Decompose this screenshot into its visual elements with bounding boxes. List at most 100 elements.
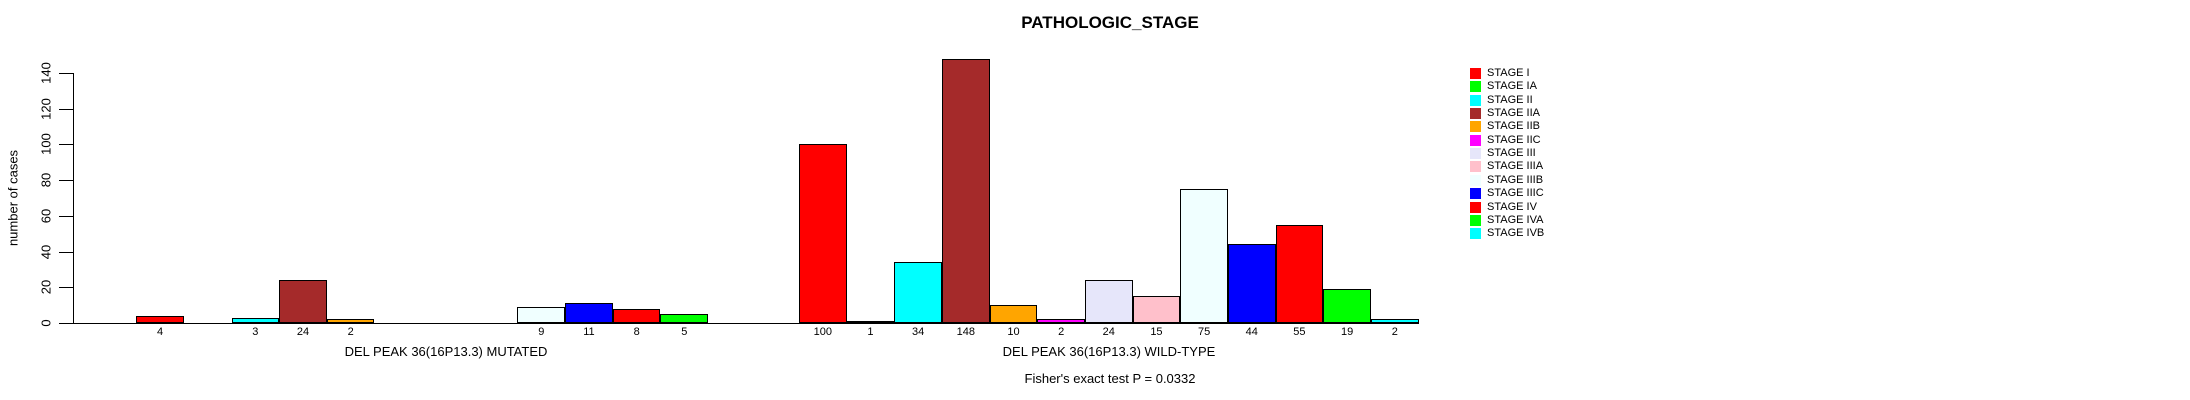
y-axis-tick-label: 40 [38,244,54,259]
legend-item-stage-ivb: STAGE IVB [1470,227,1544,240]
y-axis-tick [59,144,73,146]
bar-count-label: 1 [867,326,874,338]
legend-swatch [1470,94,1481,106]
bar-count-label: 9 [538,326,545,338]
bar-count-label: 44 [1245,326,1258,338]
legend-label: STAGE IVB [1487,227,1545,240]
legend-item-stage-iiic: STAGE IIIC [1470,187,1544,200]
bar-stage-iiic [1227,244,1276,323]
bar-stage-iv [612,308,661,323]
legend-item-stage-iv: STAGE IV [1470,201,1537,214]
legend-swatch [1470,121,1481,133]
y-axis-tick [59,73,73,74]
bar-count-label: 11 [583,326,595,338]
legend-swatch [1470,134,1481,146]
y-axis-tick [59,287,73,289]
legend-item-stage-iib: STAGE IIB [1470,120,1540,133]
bar-stage-iic [1037,319,1085,323]
chart-title: PATHOLOGIC_STAGE [1021,13,1199,32]
bar-stage-iva [1323,289,1371,323]
legend-label: STAGE IIC [1487,133,1541,146]
y-axis-tick [59,108,73,110]
legend-swatch [1470,81,1481,93]
bar-stage-iv [1275,224,1324,323]
y-axis-tick [59,323,73,324]
bar-count-label: 55 [1293,326,1306,338]
legend-label: STAGE IIB [1487,120,1540,133]
legend-label: STAGE IV [1487,200,1537,213]
y-axis-tick-label: 0 [38,319,54,327]
legend-label: STAGE IIIC [1487,187,1544,200]
bar-stage-iiib [1180,189,1228,323]
bar-count-label: 2 [1058,326,1065,338]
bar-stage-iva [660,314,709,323]
bar-stage-iib [326,319,375,323]
y-axis-tick-label: 140 [38,62,54,84]
legend-item-stage-ii: STAGE II [1470,94,1533,107]
bar-stage-ia [846,321,895,323]
bar-count-label: 2 [1391,326,1398,338]
bar-stage-iia [279,280,327,323]
bar-count-label: 148 [956,326,975,338]
legend-item-stage-ia: STAGE IA [1470,80,1537,93]
legend-item-stage-iiia: STAGE IIIA [1470,160,1543,173]
x-axis-line [73,323,1419,324]
legend-label: STAGE IIIB [1487,173,1544,186]
legend-swatch [1470,68,1481,79]
legend-label: STAGE IIIA [1487,160,1544,173]
legend-label: STAGE IIA [1487,107,1540,120]
bar-count-label: 4 [156,326,164,338]
bar-count-label: 19 [1340,326,1354,338]
bar-stage-ivb [1370,319,1419,323]
legend-item-stage-iii: STAGE III [1470,147,1536,160]
bar-count-label: 10 [1007,326,1020,338]
bar-stage-i [136,315,184,323]
bar-count-label: 8 [633,326,640,338]
legend-item-stage-iic: STAGE IIC [1470,134,1541,147]
bar-count-label: 2 [347,326,354,338]
legend-item-stage-iia: STAGE IIA [1470,107,1540,120]
y-axis-tick-label: 80 [38,172,54,188]
legend-label: STAGE IVA [1487,213,1544,226]
bar-count-label: 24 [296,326,310,338]
bar-count-label: 5 [681,326,688,338]
bar-count-label: 75 [1197,326,1211,338]
legend-swatch [1470,148,1481,160]
legend-swatch [1470,188,1481,200]
bar-stage-iia [941,58,990,323]
legend-item-stage-iiib: STAGE IIIB [1470,174,1543,187]
y-axis-tick-label: 120 [38,97,54,120]
y-axis-tick-label: 100 [38,133,54,156]
y-axis-tick [59,180,73,182]
bar-count-label: 24 [1102,326,1115,338]
legend-swatch [1470,201,1481,213]
legend-label: STAGE IA [1487,80,1537,93]
x-axis-group-label-mutated: DEL PEAK 36(16P13.3) MUTATED [344,344,548,359]
bar-stage-iib [989,305,1038,323]
bar-stage-iiia [1132,296,1181,323]
legend-item-stage-iva: STAGE IVA [1470,214,1543,227]
y-axis-tick [59,215,73,217]
bar-stage-ii [894,262,942,323]
y-axis-tick-label: 60 [38,208,54,224]
bar-count-label: 15 [1150,326,1163,338]
legend-swatch [1470,174,1481,186]
bar-stage-iiib [517,306,566,323]
legend-label: STAGE III [1487,147,1536,160]
y-axis-tick [59,251,73,253]
x-axis-group-label-wild-type: DEL PEAK 36(16P13.3) WILD-TYPE [1002,344,1216,359]
bar-count-label: 3 [252,326,259,338]
bar-stage-i [799,144,847,323]
bar-count-label: 100 [813,326,833,338]
legend-item-stage-i: STAGE I [1470,67,1530,80]
legend-label: STAGE II [1487,93,1533,106]
bar-count-label: 34 [912,326,925,338]
legend-swatch [1470,108,1481,120]
fisher-test-annotation: Fisher's exact test P = 0.0332 [1024,371,1196,386]
legend-swatch [1470,228,1481,240]
bar-stage-iii [1084,280,1133,323]
y-axis-tick-label: 20 [38,280,54,295]
bar-stage-iiic [565,303,613,323]
legend-swatch [1470,214,1481,226]
